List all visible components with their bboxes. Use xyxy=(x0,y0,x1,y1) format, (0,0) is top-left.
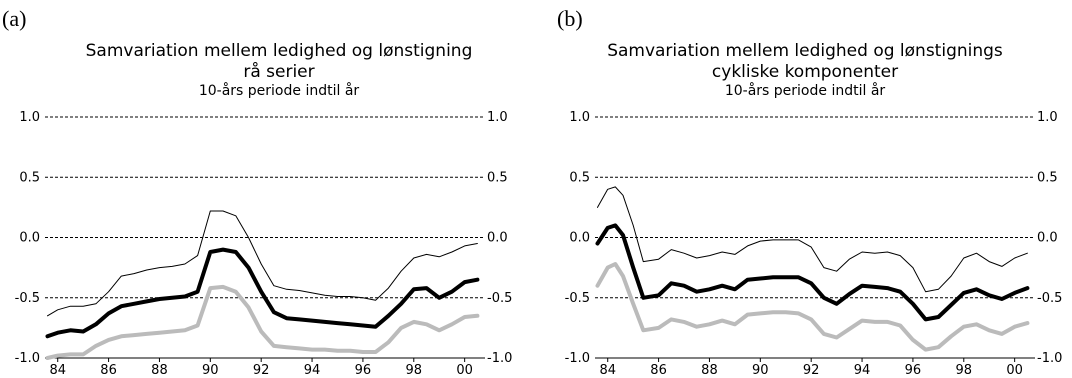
y-tick-label-left: 0.0 xyxy=(569,231,590,246)
y-tick-label-right: -0.5 xyxy=(1037,291,1062,306)
x-tick-label: 88 xyxy=(701,363,718,378)
x-tick-label: 90 xyxy=(202,363,219,378)
y-tick-label-right: 0.5 xyxy=(1037,170,1058,185)
y-tick-label-right: 0.0 xyxy=(1037,231,1058,246)
y-tick-label-right: 0.0 xyxy=(487,231,508,246)
x-tick-label: 88 xyxy=(151,363,168,378)
series-line-2 xyxy=(595,223,1030,322)
series-line-1 xyxy=(597,186,1028,293)
x-tick-label: 92 xyxy=(253,363,270,378)
y-tick-label-left: -1.0 xyxy=(15,351,40,366)
y-tick-label-left: -1.0 xyxy=(565,351,590,366)
y-tick-label-left: 1.0 xyxy=(569,110,590,125)
x-tick-label: 00 xyxy=(456,363,473,378)
y-tick-label-right: -1.0 xyxy=(1037,351,1062,366)
series-line-1 xyxy=(47,210,478,317)
x-tick-label: 98 xyxy=(406,363,423,378)
x-tick-label: 86 xyxy=(100,363,117,378)
x-tick-label: 94 xyxy=(304,363,321,378)
x-tick-label: 90 xyxy=(752,363,769,378)
y-tick-label-left: 0.0 xyxy=(19,231,40,246)
series-line-2 xyxy=(45,247,480,339)
chart-panel-a: (a) Samvariation mellem ledighed og løns… xyxy=(2,6,512,378)
chart-title-line-2: cykliske komponenter xyxy=(712,62,898,82)
y-tick-label-left: -0.5 xyxy=(565,291,590,306)
y-tick-label-left: 0.5 xyxy=(569,170,590,185)
chart-panel-b: (b) Samvariation mellem ledighed og løns… xyxy=(557,6,1062,378)
y-tick-label-left: 1.0 xyxy=(19,110,40,125)
x-tick-label: 92 xyxy=(803,363,820,378)
chart-subtitle: 10-års periode indtil år xyxy=(725,82,886,99)
series-line-3 xyxy=(595,262,1030,352)
y-tick-label-right: 0.5 xyxy=(487,170,508,185)
x-tick-label: 98 xyxy=(956,363,973,378)
y-tick-label-left: 0.5 xyxy=(19,170,40,185)
y-tick-label-right: -0.5 xyxy=(487,291,512,306)
chart-subtitle: 10-års periode indtil år xyxy=(199,82,360,99)
y-tick-label-right: 1.0 xyxy=(1037,110,1058,125)
chart-title-line-1: Samvariation mellem ledighed og lønstign… xyxy=(607,41,1003,61)
panel-label: (a) xyxy=(2,6,26,31)
x-tick-label: 96 xyxy=(355,363,372,378)
x-tick-label: 86 xyxy=(650,363,667,378)
x-tick-label: 94 xyxy=(854,363,871,378)
x-tick-label: 84 xyxy=(49,363,66,378)
x-tick-label: 00 xyxy=(1006,363,1023,378)
y-tick-label-right: -1.0 xyxy=(487,351,512,366)
chart-title-line-2: rå serier xyxy=(243,61,314,82)
x-tick-label: 84 xyxy=(599,363,616,378)
y-tick-label-left: -0.5 xyxy=(15,291,40,306)
y-tick-label-right: 1.0 xyxy=(487,110,508,125)
panel-label: (b) xyxy=(557,6,583,31)
x-tick-label: 96 xyxy=(905,363,922,378)
chart-title-line-1: Samvariation mellem ledighed og lønstign… xyxy=(86,41,473,61)
series-line-3 xyxy=(45,284,480,360)
